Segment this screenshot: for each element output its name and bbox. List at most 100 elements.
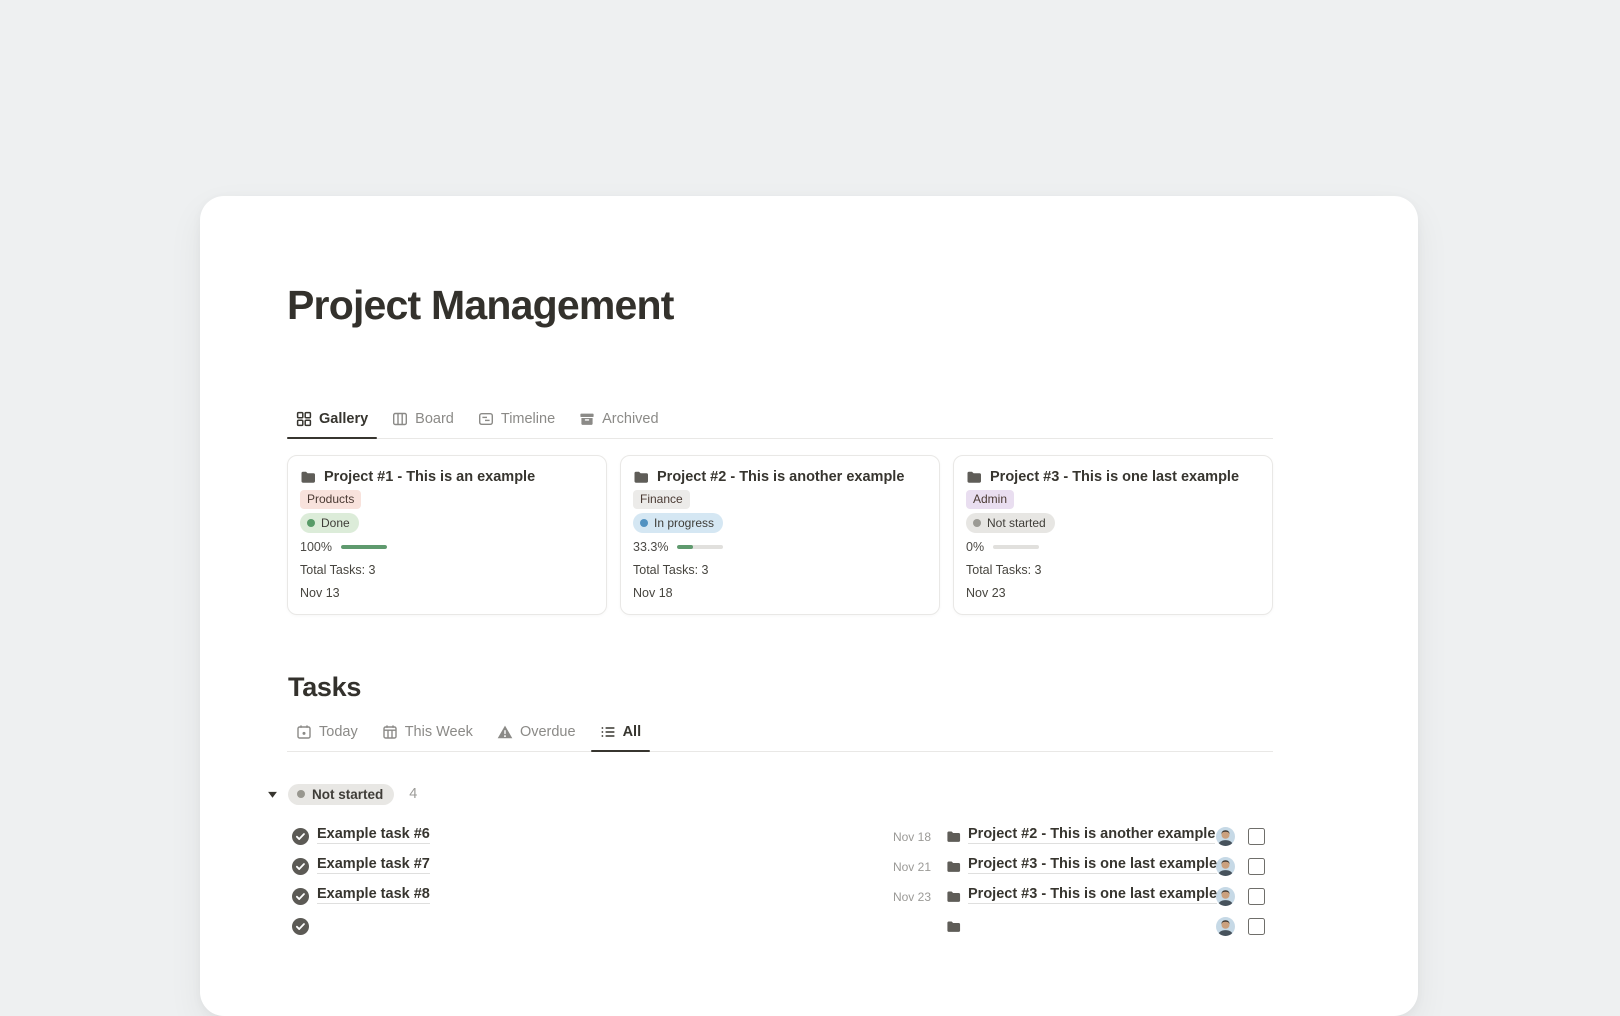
project-status-badge: Done (300, 513, 359, 534)
task-due-date: Nov 21 (892, 860, 931, 874)
status-label: Not started (987, 515, 1046, 530)
task-checkbox[interactable] (1248, 918, 1265, 935)
avatar (1216, 827, 1235, 846)
collapse-toggle-icon[interactable] (267, 789, 278, 800)
task-due-date: Nov 18 (892, 830, 931, 844)
task-checkbox[interactable] (1248, 858, 1265, 875)
tasks-heading: Tasks (288, 672, 362, 702)
folder-icon (633, 469, 649, 485)
task-title-link[interactable]: Example task #7 (317, 856, 430, 874)
tab-board[interactable]: Board (383, 411, 463, 438)
progress-bar (993, 544, 1040, 549)
progress-bar-fill (340, 544, 387, 549)
page-title: Project Management (287, 282, 674, 328)
total-tasks: Total Tasks: 3 (300, 562, 376, 577)
task-row: Example task #8 Nov 23 Project #3 - This… (287, 882, 1273, 912)
calendar-week-icon (382, 724, 398, 740)
progress-percent: 0% (966, 539, 985, 554)
group-status-badge: Not started (288, 783, 395, 805)
tab-label: Overdue (519, 724, 576, 740)
group-status-dot (297, 790, 305, 798)
progress-bar (677, 544, 724, 549)
tab-label: Timeline (500, 411, 556, 427)
avatar (1216, 887, 1235, 906)
check-circle-icon[interactable] (292, 918, 309, 935)
tab-all[interactable]: All (590, 724, 651, 752)
tab-archived[interactable]: Archived (570, 411, 667, 438)
tab-gallery[interactable]: Gallery (287, 411, 378, 439)
task-checkbox[interactable] (1248, 828, 1265, 845)
folder-icon (946, 919, 961, 934)
folder-icon (300, 469, 316, 485)
tab-label: All (622, 724, 642, 740)
task-project-link[interactable]: Project #3 - This is one last example (968, 856, 1218, 874)
status-dot (640, 519, 648, 528)
archive-box-icon (579, 411, 595, 427)
check-circle-icon[interactable] (292, 858, 309, 875)
tab-label: Board (415, 411, 454, 427)
list-icon (600, 724, 616, 740)
task-due-date: Nov 23 (892, 890, 931, 904)
task-row: Example task #6 Nov 18 Project #2 - This… (287, 822, 1273, 852)
task-project-link[interactable]: Project #3 - This is one last example (968, 886, 1218, 904)
tab-timeline[interactable]: Timeline (469, 411, 564, 438)
project-status-badge: In progress (633, 513, 724, 534)
projects-tab-bar: Gallery Board Timeline Archived (287, 402, 1273, 439)
total-tasks: Total Tasks: 3 (633, 562, 709, 577)
tab-label: Archived (602, 411, 659, 427)
timeline-icon (478, 411, 494, 427)
folder-icon (946, 829, 961, 844)
tab-today[interactable]: Today (287, 724, 367, 751)
progress-percent: 33.3% (633, 539, 669, 554)
status-label: In progress (654, 515, 715, 530)
project-card-2[interactable]: Project #2 - This is another example Fin… (620, 455, 940, 615)
folder-icon (946, 889, 961, 904)
project-tag: Finance (633, 490, 690, 510)
group-status-label: Not started (312, 786, 384, 802)
project-date: Nov 18 (633, 586, 673, 601)
warning-icon (497, 724, 513, 740)
project-card-title: Project #1 - This is an example (324, 468, 536, 485)
progress-percent: 100% (300, 539, 332, 554)
task-project-link[interactable]: Project #2 - This is another example (968, 826, 1216, 844)
group-count: 4 (409, 786, 418, 802)
task-row: Example task #7 Nov 21 Project #3 - This… (287, 852, 1273, 882)
tasks-tab-bar: Today This Week Overdue All (287, 715, 1273, 752)
page-content: Project Management Projects Gallery Boar… (268, 196, 1273, 1016)
project-card-title: Project #2 - This is another example (657, 468, 905, 485)
tab-label: Gallery (319, 411, 369, 427)
task-row-partial (287, 912, 1273, 942)
avatar (1216, 857, 1235, 876)
avatar (1216, 917, 1235, 936)
task-title-link[interactable]: Example task #8 (317, 886, 430, 904)
project-card-1[interactable]: Project #1 - This is an example Products… (287, 455, 607, 615)
tab-label: This Week (404, 724, 473, 740)
gallery-grid-icon (296, 411, 312, 427)
task-list: Example task #6 Nov 18 Project #2 - This… (287, 822, 1273, 942)
folder-icon (966, 469, 982, 485)
total-tasks: Total Tasks: 3 (966, 562, 1042, 577)
project-date: Nov 13 (300, 586, 340, 601)
check-circle-icon[interactable] (292, 828, 309, 845)
calendar-day-icon (296, 724, 312, 740)
tab-this-week[interactable]: This Week (373, 724, 482, 751)
project-card-title: Project #3 - This is one last example (990, 468, 1240, 485)
tab-overdue[interactable]: Overdue (488, 724, 585, 751)
main-page-card: Project Management Projects Gallery Boar… (200, 196, 1418, 1016)
task-checkbox[interactable] (1248, 888, 1265, 905)
project-status-badge: Not started (966, 513, 1055, 534)
progress-bar-fill (677, 544, 693, 549)
status-dot (973, 519, 981, 528)
board-columns-icon (392, 411, 408, 427)
status-dot (307, 519, 315, 528)
project-date: Nov 23 (966, 586, 1006, 601)
project-tag: Products (300, 490, 362, 510)
check-circle-icon[interactable] (292, 888, 309, 905)
folder-icon (946, 859, 961, 874)
status-label: Done (321, 515, 350, 530)
project-card-3[interactable]: Project #3 - This is one last example Ad… (953, 455, 1273, 615)
task-group-header: Not started 4 (268, 782, 418, 806)
task-title-link[interactable]: Example task #6 (317, 826, 430, 844)
project-tag: Admin (966, 490, 1015, 510)
progress-bar (340, 544, 387, 549)
